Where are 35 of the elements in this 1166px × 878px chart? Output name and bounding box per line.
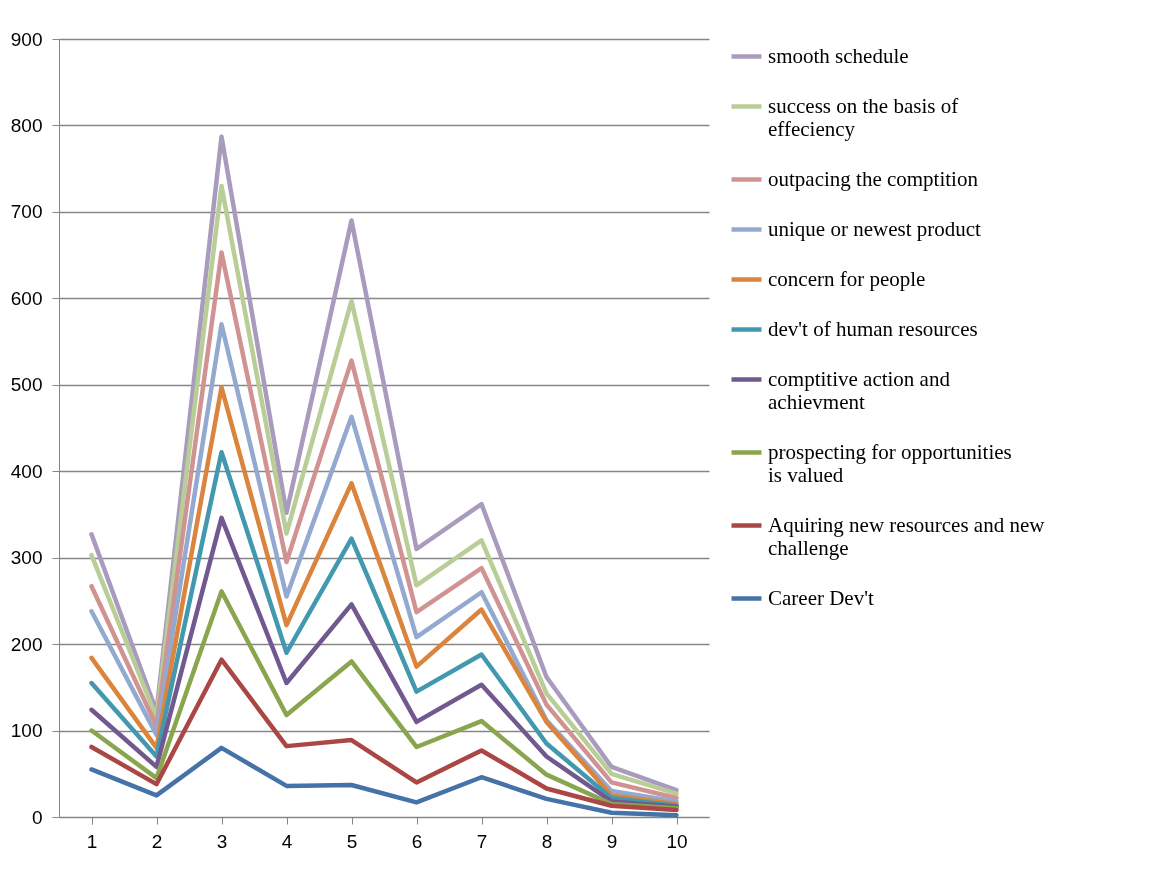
legend-label: comptitive action and achievment bbox=[768, 366, 951, 414]
y-tick-label: 100 bbox=[10, 720, 43, 742]
legend-label: smooth schedule bbox=[768, 43, 909, 68]
legend-label: Career Dev't bbox=[768, 585, 874, 610]
x-tick-label: 3 bbox=[216, 830, 228, 852]
line-series bbox=[89, 515, 679, 809]
x-tick-label: 4 bbox=[281, 830, 293, 852]
x-tick-label: 9 bbox=[606, 830, 618, 852]
x-tick-label: 2 bbox=[151, 830, 163, 852]
y-tick-label: 200 bbox=[10, 633, 43, 655]
legend-label: outpacing the comptition bbox=[768, 166, 979, 191]
y-tick-label: 800 bbox=[10, 114, 43, 136]
y-tick-label: 0 bbox=[31, 806, 43, 828]
legend-label: Aquiring new resources and new challenge bbox=[768, 512, 1046, 560]
line-series bbox=[89, 745, 679, 818]
y-tick-label: 700 bbox=[10, 201, 43, 223]
x-tick-label: 5 bbox=[346, 830, 358, 852]
x-tick-label: 1 bbox=[86, 830, 98, 852]
x-tick-label: 6 bbox=[411, 830, 423, 852]
line-series bbox=[89, 657, 679, 813]
x-tick-label: 8 bbox=[541, 830, 553, 852]
y-tick-label: 900 bbox=[10, 28, 43, 50]
legend-label: success on the basis of effeciency bbox=[768, 93, 959, 141]
x-tick-label: 10 bbox=[666, 830, 688, 852]
legend-label: concern for people bbox=[768, 266, 926, 291]
line-series bbox=[89, 589, 679, 811]
legend-label: dev't of human resources bbox=[768, 316, 978, 341]
y-tick-label: 300 bbox=[10, 547, 43, 569]
y-tick-label: 500 bbox=[10, 374, 43, 396]
y-tick-label: 400 bbox=[10, 460, 43, 482]
line-series bbox=[89, 449, 679, 809]
legend-label: prospecting for opportunities is valued bbox=[768, 439, 1012, 487]
legend-label: unique or newest product bbox=[768, 216, 982, 241]
x-tick-label: 7 bbox=[476, 830, 488, 852]
y-tick-label: 600 bbox=[10, 287, 43, 309]
